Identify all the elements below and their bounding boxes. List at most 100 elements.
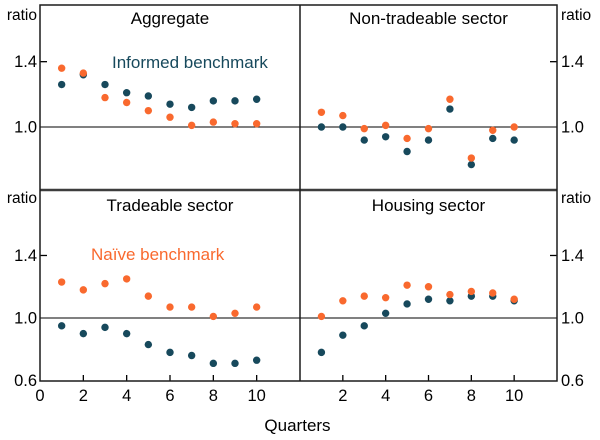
- x-tick-label: 2: [79, 387, 88, 405]
- data-point-informed-housing: [339, 331, 347, 339]
- data-point-informed-tradeable: [144, 340, 153, 349]
- data-point-informed-non-tradeable: [317, 123, 326, 131]
- data-point-informed-non-tradeable: [403, 147, 411, 156]
- data-point-informed-aggregate: [57, 80, 66, 89]
- data-point-naive-housing: [360, 292, 368, 300]
- y-tick-label: 1.4: [14, 247, 37, 265]
- x-tick-label: 8: [209, 387, 218, 405]
- data-point-informed-housing: [360, 322, 368, 330]
- data-point-naive-tradeable: [231, 309, 239, 318]
- y-tick-label: 1.4: [561, 247, 584, 265]
- data-point-naive-aggregate: [57, 64, 66, 72]
- data-point-naive-housing: [467, 287, 476, 296]
- x-tick-label: 6: [424, 387, 433, 405]
- data-point-informed-aggregate: [166, 100, 174, 108]
- data-point-naive-aggregate: [252, 120, 261, 128]
- y-tick-label: 1.0: [14, 310, 37, 328]
- data-point-informed-housing: [446, 297, 454, 305]
- data-point-informed-tradeable: [57, 322, 66, 330]
- data-point-naive-aggregate: [231, 120, 239, 128]
- data-point-informed-housing: [381, 309, 390, 318]
- data-point-informed-aggregate: [209, 97, 218, 105]
- data-point-naive-aggregate: [122, 98, 131, 107]
- data-point-naive-aggregate: [101, 93, 109, 102]
- data-point-informed-housing: [424, 295, 433, 303]
- data-point-informed-tradeable: [231, 359, 239, 368]
- data-point-informed-non-tradeable: [446, 105, 454, 113]
- data-point-naive-non-tradeable: [424, 124, 433, 133]
- data-point-naive-aggregate: [166, 113, 174, 121]
- y-tick-label: 1.0: [561, 310, 584, 328]
- data-point-naive-tradeable: [209, 312, 218, 321]
- data-point-naive-housing: [381, 293, 390, 302]
- data-point-informed-tradeable: [122, 329, 131, 338]
- y-axis-unit-label: ratio: [561, 7, 591, 24]
- data-point-informed-tradeable: [252, 356, 261, 364]
- data-point-naive-tradeable: [166, 303, 174, 311]
- x-tick-label: 0: [35, 387, 44, 405]
- data-point-naive-housing: [317, 312, 326, 321]
- y-tick-label: 1.4: [561, 53, 584, 71]
- data-point-informed-non-tradeable: [467, 160, 476, 169]
- x-tick-label: 10: [247, 387, 265, 405]
- plot-border: [39, 4, 558, 382]
- data-point-naive-non-tradeable: [360, 124, 368, 133]
- data-point-informed-aggregate: [231, 97, 239, 105]
- data-point-naive-tradeable: [101, 279, 109, 288]
- data-point-informed-aggregate: [122, 89, 131, 97]
- data-point-naive-tradeable: [187, 303, 196, 311]
- data-point-naive-housing: [339, 297, 347, 305]
- data-point-informed-aggregate: [101, 80, 109, 89]
- panel-title-housing: Housing sector: [371, 196, 486, 215]
- data-point-naive-aggregate: [209, 118, 218, 126]
- data-point-naive-non-tradeable: [317, 108, 326, 117]
- data-point-informed-non-tradeable: [339, 123, 347, 131]
- data-point-informed-housing: [317, 348, 326, 357]
- y-tick-label: 1.0: [14, 119, 37, 137]
- data-point-naive-housing: [510, 295, 518, 303]
- y-tick-label: 1.4: [14, 53, 37, 71]
- y-axis-unit-label: ratio: [561, 190, 591, 207]
- data-point-informed-tradeable: [187, 351, 196, 360]
- panel-title-non-tradeable: Non-tradeable sector: [349, 9, 508, 28]
- data-point-naive-housing: [489, 289, 497, 297]
- data-point-naive-non-tradeable: [489, 126, 497, 134]
- data-point-naive-housing: [446, 290, 454, 299]
- data-point-informed-non-tradeable: [381, 133, 390, 141]
- data-point-informed-tradeable: [101, 323, 109, 332]
- data-point-informed-aggregate: [252, 95, 261, 103]
- x-tick-label: 10: [505, 387, 523, 405]
- data-point-informed-non-tradeable: [360, 136, 368, 144]
- y-axis-unit-label: ratio: [7, 190, 37, 207]
- data-point-naive-tradeable: [144, 292, 153, 300]
- data-point-naive-aggregate: [187, 121, 196, 130]
- data-point-informed-non-tradeable: [510, 136, 518, 144]
- legend-naive-benchmark: Naïve benchmark: [91, 245, 225, 264]
- data-point-naive-non-tradeable: [446, 95, 454, 103]
- x-tick-label: 8: [467, 387, 476, 405]
- legend-informed-benchmark: Informed benchmark: [112, 53, 268, 72]
- y-tick-label: 0.6: [14, 372, 37, 390]
- data-point-naive-non-tradeable: [339, 111, 347, 120]
- y-axis-unit-label: ratio: [7, 7, 37, 24]
- data-point-informed-housing: [403, 300, 411, 308]
- data-point-informed-non-tradeable: [424, 136, 433, 144]
- data-point-naive-aggregate: [144, 106, 153, 115]
- data-point-naive-non-tradeable: [510, 123, 518, 131]
- x-axis-label: Quarters: [264, 416, 331, 435]
- data-point-naive-non-tradeable: [403, 134, 411, 143]
- x-tick-label: 4: [122, 387, 131, 405]
- x-tick-label: 6: [165, 387, 174, 405]
- data-point-naive-tradeable: [79, 286, 88, 294]
- panel-title-aggregate: Aggregate: [130, 9, 210, 28]
- data-point-naive-housing: [424, 283, 433, 291]
- data-point-naive-non-tradeable: [467, 154, 476, 162]
- data-point-informed-aggregate: [144, 92, 153, 100]
- data-point-naive-tradeable: [122, 275, 131, 283]
- data-point-naive-non-tradeable: [381, 121, 390, 130]
- data-point-informed-aggregate: [187, 103, 196, 112]
- data-point-informed-non-tradeable: [489, 134, 497, 143]
- data-point-naive-tradeable: [252, 303, 261, 311]
